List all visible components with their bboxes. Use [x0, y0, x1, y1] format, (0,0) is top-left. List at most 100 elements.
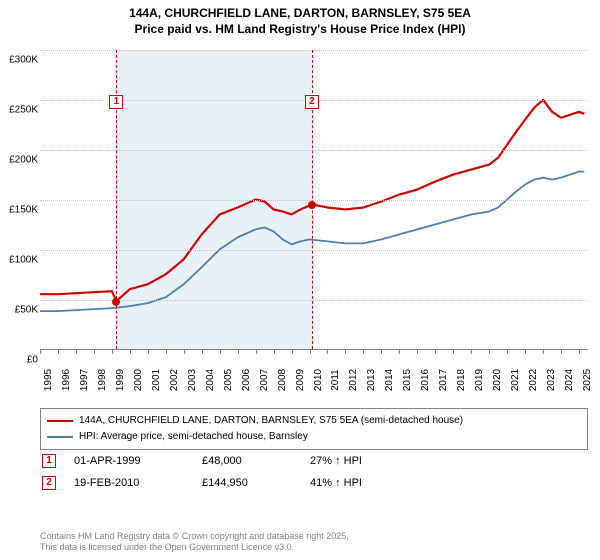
sale-marker-icon: 1	[42, 454, 56, 468]
x-axis-label: 2011	[330, 369, 341, 391]
gridline	[40, 300, 588, 301]
y-axis-label: £150K	[0, 205, 38, 216]
x-axis-label: 2014	[384, 369, 395, 391]
sale-marker-dot	[112, 298, 120, 306]
x-tick	[381, 349, 382, 354]
x-tick	[202, 349, 203, 354]
x-axis-label: 2007	[259, 369, 270, 391]
x-axis-label: 1996	[61, 369, 72, 391]
x-axis-label: 2003	[187, 369, 198, 391]
x-tick	[40, 349, 41, 354]
gridline	[40, 150, 588, 151]
sale-price: £144,950	[202, 477, 292, 489]
x-axis-label: 2012	[348, 369, 359, 391]
sale-marker-box: 1	[109, 95, 123, 109]
x-axis-label: 2020	[492, 369, 503, 391]
legend-swatch	[47, 420, 73, 422]
x-tick	[525, 349, 526, 354]
x-tick	[292, 349, 293, 354]
x-axis-label: 1999	[115, 369, 126, 391]
x-tick	[112, 349, 113, 354]
x-axis-label: 2001	[151, 369, 162, 391]
x-axis-label: 2013	[366, 369, 377, 391]
x-axis-label: 1997	[79, 369, 90, 391]
x-axis-label: 2016	[420, 369, 431, 391]
x-axis-label: 1995	[43, 369, 54, 391]
sale-price: £48,000	[202, 455, 292, 467]
x-axis-label: 1998	[97, 369, 108, 391]
x-axis-label: 2018	[456, 369, 467, 391]
footer-line-1: Contains HM Land Registry data © Crown c…	[40, 531, 349, 543]
footer-line-2: This data is licensed under the Open Gov…	[40, 542, 349, 554]
legend-row: HPI: Average price, semi-detached house,…	[47, 429, 581, 445]
gridline	[40, 50, 588, 51]
x-tick	[489, 349, 490, 354]
sales-row: 1 01-APR-1999 £48,000 27% ↑ HPI	[40, 450, 588, 472]
legend-row: 144A, CHURCHFIELD LANE, DARTON, BARNSLEY…	[47, 413, 581, 429]
y-axis-label: £100K	[0, 255, 38, 266]
footer-attribution: Contains HM Land Registry data © Crown c…	[40, 531, 349, 554]
legend: 144A, CHURCHFIELD LANE, DARTON, BARNSLEY…	[40, 408, 588, 450]
x-tick	[579, 349, 580, 354]
x-tick	[274, 349, 275, 354]
x-axis-label: 2008	[277, 369, 288, 391]
sale-pct: 27% ↑ HPI	[310, 455, 420, 467]
x-axis-label: 2023	[546, 369, 557, 391]
title-line-1: 144A, CHURCHFIELD LANE, DARTON, BARNSLEY…	[10, 6, 590, 22]
title-line-2: Price paid vs. HM Land Registry's House …	[10, 22, 590, 38]
x-tick	[310, 349, 311, 354]
x-tick	[130, 349, 131, 354]
x-tick	[94, 349, 95, 354]
y-axis-label: £300K	[0, 55, 38, 66]
x-axis-label: 2010	[313, 369, 324, 391]
gridline	[40, 250, 588, 251]
x-axis-label: 2025	[582, 369, 593, 391]
x-axis-label: 2005	[223, 369, 234, 391]
chart-title: 144A, CHURCHFIELD LANE, DARTON, BARNSLEY…	[0, 0, 600, 39]
x-axis-label: 2006	[241, 369, 252, 391]
x-tick	[58, 349, 59, 354]
x-tick	[148, 349, 149, 354]
chart-container: £0 £50K £100K £150K £200K £250K £300K 1995 1996 1…	[0, 40, 600, 400]
x-tick	[345, 349, 346, 354]
x-tick	[561, 349, 562, 354]
plot-area: £0£50K£100K£150K£200K£250K£300K199519961…	[40, 50, 588, 350]
legend-swatch	[47, 436, 73, 438]
x-tick	[363, 349, 364, 354]
x-tick	[327, 349, 328, 354]
sale-marker-icon: 2	[42, 476, 56, 490]
y-axis-label: £50K	[0, 305, 38, 316]
x-axis-label: 2021	[510, 369, 521, 391]
x-axis-label: 2015	[402, 369, 413, 391]
sale-pct: 41% ↑ HPI	[310, 477, 420, 489]
legend-label: 144A, CHURCHFIELD LANE, DARTON, BARNSLEY…	[79, 413, 463, 429]
x-axis-label: 2017	[438, 369, 449, 391]
x-tick	[256, 349, 257, 354]
x-tick	[507, 349, 508, 354]
y-axis-label: £250K	[0, 105, 38, 116]
x-tick	[220, 349, 221, 354]
x-tick	[543, 349, 544, 354]
x-axis-label: 2019	[474, 369, 485, 391]
sale-marker-dot	[308, 201, 316, 209]
x-tick	[435, 349, 436, 354]
x-tick	[238, 349, 239, 354]
sale-marker-box: 2	[305, 95, 319, 109]
x-tick	[399, 349, 400, 354]
legend-label: HPI: Average price, semi-detached house,…	[79, 429, 308, 445]
x-axis-label: 2004	[205, 369, 216, 391]
sales-row: 2 19-FEB-2010 £144,950 41% ↑ HPI	[40, 472, 588, 494]
y-axis-label: £0	[0, 355, 38, 366]
sale-date: 19-FEB-2010	[74, 477, 184, 489]
sales-table: 1 01-APR-1999 £48,000 27% ↑ HPI 2 19-FEB…	[40, 450, 588, 494]
x-tick	[76, 349, 77, 354]
x-tick	[453, 349, 454, 354]
x-axis-label: 2009	[295, 369, 306, 391]
x-tick	[417, 349, 418, 354]
x-axis-label: 2022	[528, 369, 539, 391]
y-axis-label: £200K	[0, 155, 38, 166]
sale-date: 01-APR-1999	[74, 455, 184, 467]
x-tick	[184, 349, 185, 354]
x-axis-label: 2002	[169, 369, 180, 391]
x-tick	[471, 349, 472, 354]
